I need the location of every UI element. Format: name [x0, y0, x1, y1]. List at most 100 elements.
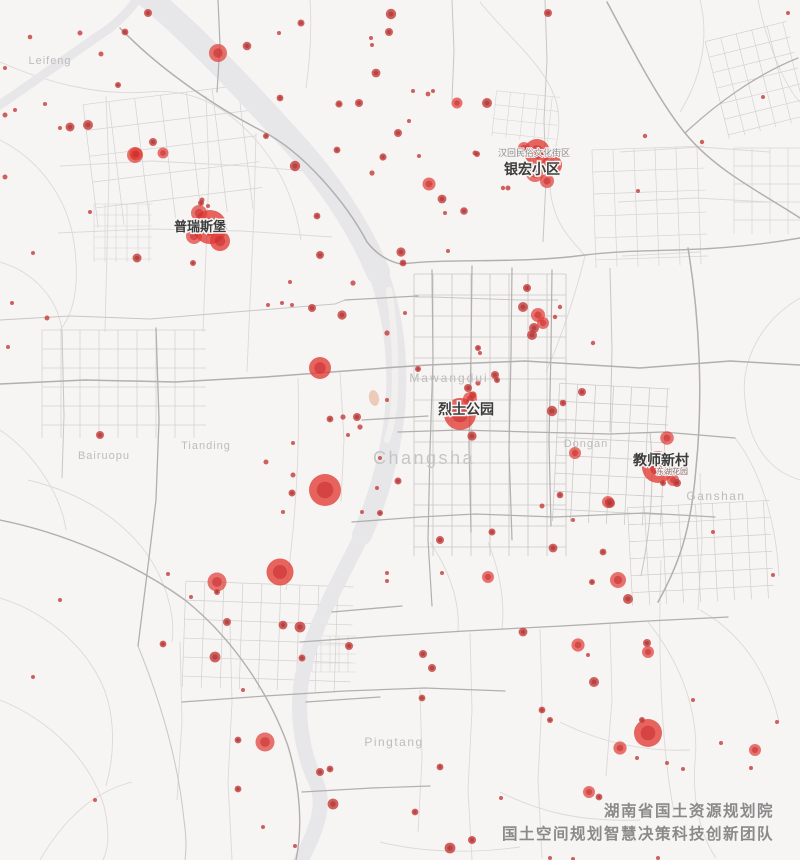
heat-bubble-core: [607, 500, 613, 506]
road: [533, 95, 539, 141]
heat-bubble-core: [439, 196, 445, 202]
road: [0, 597, 113, 787]
heat-bubble: [472, 150, 478, 156]
heat-bubble-core: [85, 122, 91, 128]
heat-bubble-core: [649, 458, 667, 476]
island-patch: [368, 390, 380, 406]
arterial-road: [427, 269, 434, 607]
heat-bubble-core: [451, 405, 469, 423]
heat-bubble-core: [335, 148, 339, 152]
heat-bubble-core: [625, 596, 631, 602]
map-credit: 湖南省国土资源规划院 国土空间规划智慧决策科技创新团队: [502, 800, 774, 846]
road-grids: [41, 20, 800, 693]
road: [0, 139, 77, 331]
arterial-road: [0, 519, 301, 860]
heat-bubble: [266, 303, 270, 307]
road: [415, 296, 558, 301]
road: [257, 583, 263, 690]
heat-bubble-core: [310, 306, 314, 310]
heat-bubble-core: [398, 249, 404, 255]
place-label: Mawangdui: [409, 371, 488, 385]
road: [640, 431, 653, 577]
heat-bubble: [369, 36, 373, 40]
heat-bubble-core: [355, 415, 359, 419]
heat-bubble-core: [550, 545, 556, 551]
heat-bubble-core: [413, 810, 417, 814]
place-label: Changsha: [373, 448, 475, 468]
heat-bubble-core: [378, 511, 382, 515]
road: [134, 98, 151, 222]
heat-bubble-core: [520, 144, 528, 152]
heat-bubble: [369, 170, 375, 176]
poi-label: 烈士公园: [438, 401, 494, 417]
road: [493, 118, 558, 126]
heat-bubble-core: [318, 253, 322, 257]
heat-bubble-core: [297, 624, 303, 630]
poi-label: 银宏小区: [504, 161, 560, 177]
heat-bubble-core: [546, 159, 558, 171]
road-network-medium: [0, 0, 653, 860]
heat-bubble: [431, 89, 435, 93]
heat-bubble: [3, 66, 7, 70]
road: [743, 297, 800, 481]
road: [695, 504, 701, 603]
credit-line-2: 国土空间规划智慧决策科技创新团队: [501, 826, 774, 843]
heat-bubble: [656, 856, 660, 860]
heat-bubble-core: [244, 43, 250, 49]
heat-bubble: [31, 251, 35, 255]
road: [542, 0, 548, 243]
heat-bubble: [749, 766, 753, 770]
heat-bubble-core: [194, 208, 204, 218]
heat-bubble: [586, 653, 590, 657]
road: [83, 83, 250, 106]
heat-bubble-core: [337, 102, 341, 106]
road: [519, 93, 525, 140]
heat-bubble-core: [300, 656, 304, 660]
road-grid: [733, 147, 800, 234]
heat-bubble-core: [447, 845, 453, 851]
heat-bubble-core: [373, 70, 379, 76]
heat-bubble-core: [590, 580, 594, 584]
heat-bubble: [385, 398, 389, 402]
heat-bubble: [350, 280, 356, 286]
map-labels: Leifeng Bairuopu Tianding Mawangdui Dongan Ga…: [28, 55, 745, 749]
heat-bubble: [58, 126, 62, 130]
heat-bubble-core: [189, 231, 199, 241]
road: [479, 1, 586, 257]
road: [451, 0, 455, 101]
heat-bubble-core: [543, 177, 551, 185]
heat-bubble-core: [561, 401, 565, 405]
heat-bubble: [636, 189, 640, 193]
heat-bubble: [280, 301, 284, 305]
place-label: Ganshan: [686, 489, 745, 503]
heat-bubble: [77, 30, 83, 36]
heat-bubble-core: [484, 100, 490, 106]
heat-bubble: [290, 472, 296, 478]
heat-bubble: [290, 303, 294, 307]
heat-bubble-core: [574, 641, 582, 649]
heat-bubble-core: [438, 538, 442, 542]
heat-bubble-core: [517, 167, 523, 173]
road: [552, 383, 561, 522]
road: [537, 628, 543, 859]
heat-bubble: [281, 510, 285, 514]
arterial-road: [301, 785, 431, 793]
heat-bubble-core: [462, 209, 466, 213]
heat-bubble-core: [571, 449, 579, 457]
road: [734, 437, 780, 577]
road: [757, 0, 800, 103]
heat-bubble-core: [260, 737, 270, 747]
heat-bubble-core: [339, 312, 345, 318]
heat-bubble: [571, 518, 575, 522]
heat-bubble-core: [388, 11, 394, 17]
heat-bubble-core: [381, 155, 385, 159]
arterial-road: [305, 696, 381, 703]
road: [0, 61, 149, 94]
road: [627, 507, 634, 606]
heat-bubble-core: [645, 641, 649, 645]
heat-bubble: [761, 95, 765, 99]
heat-bubble-core: [495, 378, 499, 382]
road: [59, 160, 333, 174]
